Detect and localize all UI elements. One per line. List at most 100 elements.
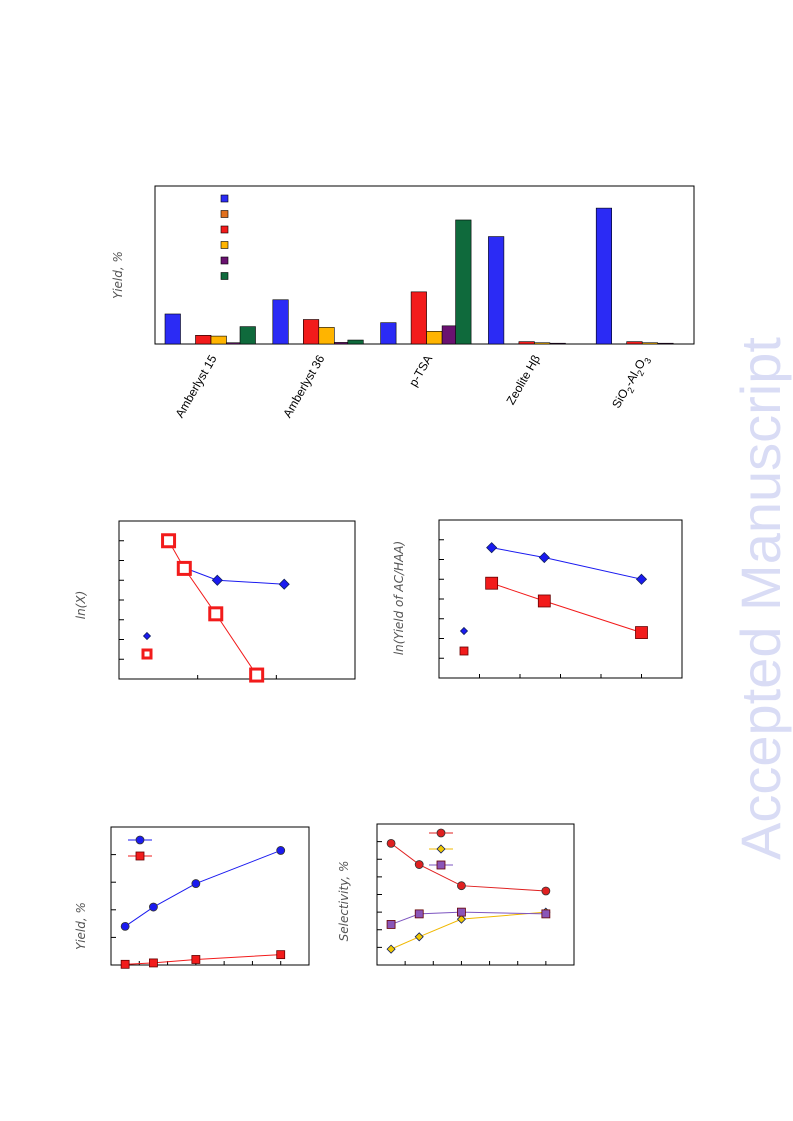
bar (595, 207, 613, 345)
bar (518, 341, 535, 345)
legend-swatch (220, 194, 229, 203)
line-chart-ln-x: ln(X) (74, 520, 356, 683)
category-label-part: 3 (642, 356, 653, 365)
data-point-circle (414, 860, 424, 869)
data-point-square (149, 958, 158, 968)
data-point-square (457, 907, 466, 917)
series-line (390, 911, 546, 950)
legend-swatch (220, 210, 229, 218)
data-point-square (459, 646, 469, 656)
bar (210, 335, 227, 345)
data-point-diamond (486, 542, 498, 554)
line-chart-ln-yield: ln(Yield of AC/HAA) (392, 519, 683, 679)
plot-frame (438, 519, 683, 679)
data-point-square-open (176, 560, 192, 576)
bar (657, 342, 674, 345)
series-line (168, 540, 258, 676)
series-line (390, 842, 546, 892)
plot-frame (118, 520, 356, 680)
data-point-circle (276, 846, 286, 855)
data-point-diamond (436, 844, 446, 854)
data-point-square (537, 594, 551, 608)
data-point-square (276, 950, 286, 960)
data-point-square (386, 920, 396, 929)
bar (164, 313, 181, 345)
bar (488, 236, 505, 345)
data-point-square (635, 626, 648, 639)
bar (455, 219, 472, 345)
category-label: Amberlyst 36 (280, 352, 327, 420)
bar (318, 327, 335, 345)
category-label-part: -Al (622, 369, 641, 389)
category-label-part: 2 (625, 385, 636, 394)
data-point-square (414, 909, 424, 919)
series-line (125, 954, 281, 965)
data-point-circle (120, 921, 130, 931)
data-point-square (485, 576, 499, 590)
bar (441, 325, 458, 345)
plot-frame (110, 826, 310, 966)
category-label: Zeolite Hβ (503, 352, 543, 407)
y-axis-label: Selectivity, % (337, 861, 351, 942)
bar (626, 341, 643, 345)
data-point-diamond (142, 631, 152, 641)
data-point-diamond (635, 573, 648, 585)
data-point-circle (386, 838, 396, 848)
legend-swatch (220, 241, 229, 249)
data-point-circle (149, 902, 158, 912)
watermark-text: Accepted Manuscript (729, 337, 792, 860)
bar (549, 342, 566, 345)
data-point-square-open (161, 533, 177, 549)
category-label-part: 2 (635, 368, 646, 377)
legend-swatch (220, 225, 229, 234)
data-point-circle (541, 886, 551, 896)
bar (195, 335, 212, 345)
series-line (390, 911, 546, 925)
data-point-square-open (141, 648, 153, 660)
data-point-square (120, 959, 130, 969)
data-point-diamond (538, 551, 550, 564)
data-point-diamond (414, 932, 424, 942)
data-point-square-open (208, 606, 224, 622)
data-point-diamond (386, 944, 396, 954)
bar (534, 342, 551, 345)
bar (272, 299, 289, 345)
y-axis-label: ln(Yield of AC/HAA) (392, 541, 406, 655)
line-chart-selectivity: Selectivity, % (337, 823, 575, 966)
bar (239, 326, 256, 345)
line-chart-yield: Yield, % (74, 826, 310, 969)
data-point-square-open (249, 667, 265, 683)
bar (333, 342, 351, 345)
legend-swatch (220, 256, 229, 265)
bar (410, 291, 427, 345)
data-point-circle (436, 828, 446, 838)
y-axis-label: Yield, % (111, 251, 125, 299)
data-point-square (436, 860, 446, 870)
y-axis-label: Yield, % (74, 902, 88, 950)
data-point-circle (457, 881, 466, 891)
bar (302, 319, 320, 345)
category-label: p-TSA (406, 353, 435, 389)
bar (641, 342, 659, 345)
data-point-square (135, 851, 145, 861)
data-point-diamond (278, 578, 290, 590)
series-line (185, 567, 285, 585)
category-label: SiO2-Al2O3 (609, 353, 653, 413)
series-line (124, 849, 281, 927)
data-point-diamond (459, 626, 469, 636)
data-point-circle (135, 835, 145, 845)
series-line (491, 547, 642, 580)
data-point-circle (191, 879, 201, 888)
bar (226, 342, 243, 345)
bar (347, 339, 364, 345)
legend-swatch (220, 272, 229, 280)
data-point-square (541, 909, 551, 919)
data-point-diamond (211, 574, 223, 586)
data-point-diamond (456, 914, 466, 924)
y-axis-label: ln(X) (74, 591, 88, 620)
bar (380, 322, 397, 345)
bar (426, 331, 443, 345)
data-point-square (191, 955, 201, 964)
series-line (491, 582, 642, 634)
